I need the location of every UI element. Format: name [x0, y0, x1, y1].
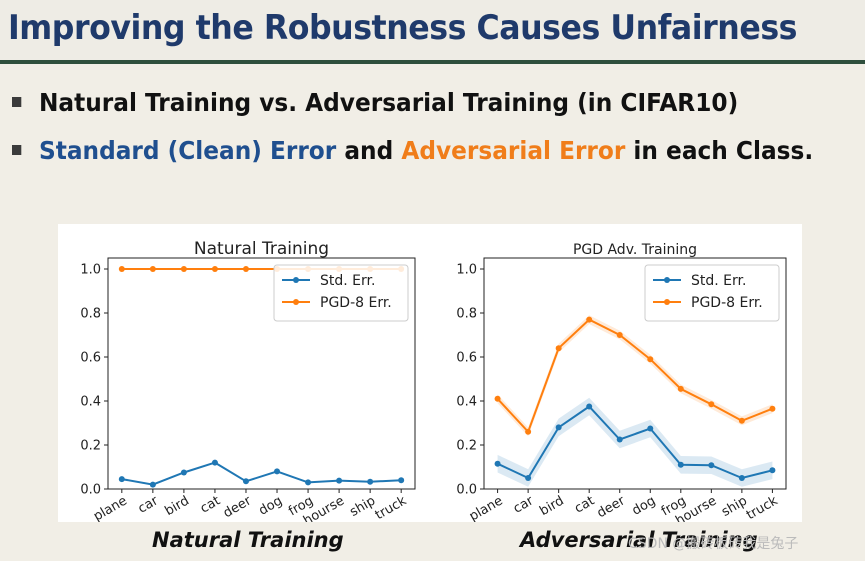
data-point — [336, 477, 343, 484]
data-point — [586, 316, 593, 323]
y-tick-label: 0.8 — [456, 307, 477, 322]
x-tick-label: cat — [198, 493, 223, 516]
y-tick-label: 1.0 — [456, 263, 477, 278]
data-point — [647, 356, 654, 363]
x-tick-label: cat — [572, 493, 597, 516]
legend-swatch-marker — [293, 299, 299, 305]
data-point — [769, 405, 776, 412]
x-tick-label: bird — [537, 493, 566, 519]
plot-frame — [483, 257, 787, 490]
y-tick-label: 0.8 — [80, 307, 101, 322]
data-point — [494, 395, 501, 402]
data-point — [555, 424, 562, 431]
adversarial-error-phrase: Adversarial Error — [401, 136, 626, 165]
legend-label: Std. Err. — [320, 273, 375, 289]
chart-title: Natural Training — [194, 239, 329, 259]
legend-swatch-marker — [664, 277, 670, 283]
legend-label: Std. Err. — [691, 273, 746, 289]
slide-title: Improving the Robustness Causes Unfairne… — [8, 8, 798, 48]
series-line — [496, 318, 773, 434]
data-point — [677, 461, 684, 468]
legend-swatch-marker — [664, 299, 670, 305]
data-point — [180, 266, 187, 272]
caption-natural-training: Natural Training — [152, 528, 344, 552]
y-tick-label: 1.0 — [80, 263, 101, 278]
data-point — [398, 477, 405, 484]
x-tick-label: car — [136, 493, 162, 517]
x-tick-label: ship — [347, 493, 378, 519]
data-point — [118, 266, 125, 272]
x-tick-label: deer — [221, 493, 255, 521]
x-tick-label: deer — [595, 493, 629, 521]
data-point — [586, 403, 593, 410]
data-point — [647, 425, 654, 432]
y-tick-label: 0.2 — [80, 439, 101, 454]
caption-adversarial-training: Adversarial Training — [520, 528, 758, 552]
y-tick-label: 0.0 — [80, 483, 101, 498]
data-point — [738, 475, 745, 481]
x-tick-label: dog — [256, 493, 285, 518]
plot-frame — [107, 257, 416, 490]
x-tick-label: dog — [630, 493, 659, 518]
data-point — [118, 476, 125, 483]
legend-label: PGD-8 Err. — [691, 295, 763, 311]
data-point — [555, 345, 562, 352]
data-point — [211, 459, 218, 466]
series-line — [497, 405, 773, 480]
data-point — [677, 385, 684, 392]
x-tick-label: plane — [467, 493, 506, 522]
data-point — [274, 468, 281, 475]
data-point — [525, 428, 532, 435]
x-tick-label: truck — [744, 493, 781, 522]
y-tick-label: 0.4 — [456, 395, 477, 410]
series-line — [121, 461, 402, 486]
data-point — [525, 475, 532, 481]
y-tick-label: 0.6 — [456, 351, 477, 366]
data-point — [616, 332, 623, 338]
data-point — [769, 467, 776, 474]
class-phrase: in each Class. — [625, 136, 814, 165]
data-point — [708, 462, 715, 469]
watermark: CSDN @搬砖板砖我是兔子 — [628, 536, 799, 552]
data-point — [738, 417, 745, 424]
data-point — [149, 266, 156, 272]
y-tick-label: 0.2 — [456, 439, 477, 454]
data-point — [242, 478, 249, 485]
bullet-square-icon — [12, 145, 22, 155]
and-phrase: and — [336, 136, 402, 165]
data-point — [616, 436, 623, 443]
chart-title: PGD Adv. Training — [573, 242, 697, 258]
x-tick-label: ship — [719, 493, 750, 519]
x-tick-label: bird — [163, 493, 192, 519]
confidence-band — [497, 315, 773, 437]
x-tick-label: car — [511, 493, 537, 517]
standard-error-phrase: Standard (Clean) Error — [38, 136, 337, 165]
y-tick-label: 0.6 — [80, 351, 101, 366]
x-tick-label: plane — [91, 493, 130, 522]
chart-panel: Natural Training 0.0 0.2 0.4 0.6 0.8 1.0 plane c… — [58, 224, 802, 522]
x-tick-label: truck — [373, 493, 410, 522]
bullet-text-2: Standard (Clean) Error and Adversarial E… — [39, 136, 813, 165]
data-point — [305, 479, 312, 486]
legend-swatch-marker — [293, 277, 299, 283]
data-point — [708, 401, 715, 408]
adversarial-training-chart: PGD Adv. Training 0.0 0.2 0.4 0.6 0.8 1.0 plane… — [456, 242, 787, 522]
y-tick-label: 0.4 — [80, 395, 101, 410]
data-point — [211, 266, 218, 272]
data-point — [180, 469, 187, 476]
legend-label: PGD-8 Err. — [320, 295, 392, 311]
data-point — [242, 266, 249, 272]
y-tick-label: 0.0 — [456, 483, 477, 498]
bullet-text-1: Natural Training vs. Adversarial Trainin… — [38, 88, 739, 117]
data-point — [494, 460, 501, 467]
data-point — [149, 481, 156, 488]
bullet-square-icon — [12, 97, 22, 107]
data-point — [367, 478, 374, 485]
title-bar: Improving the Robustness Causes Unfairne… — [0, 0, 865, 64]
